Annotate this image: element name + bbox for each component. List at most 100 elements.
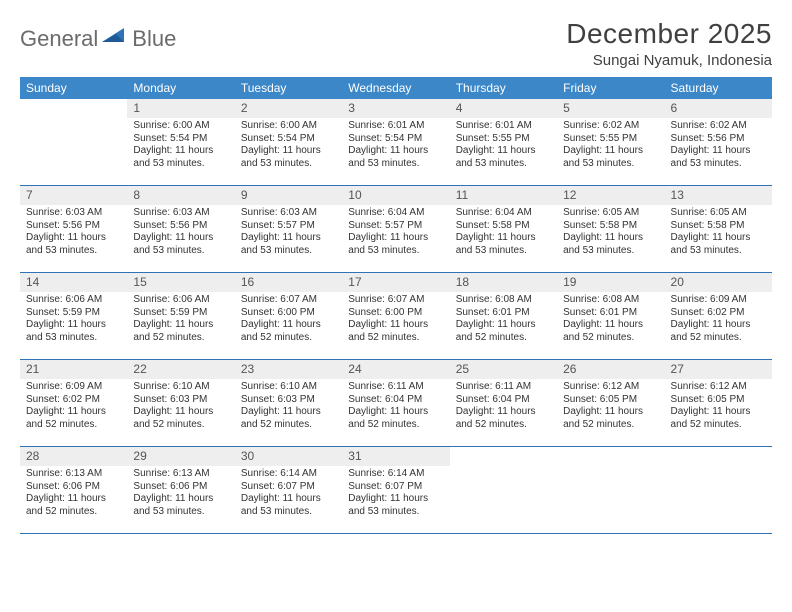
daylight2-text: and 52 minutes. xyxy=(456,332,551,345)
day-cell: 3Sunrise: 6:01 AMSunset: 5:54 PMDaylight… xyxy=(342,99,449,185)
daylight2-text: and 53 minutes. xyxy=(563,158,658,171)
day-cell: 24Sunrise: 6:11 AMSunset: 6:04 PMDayligh… xyxy=(342,360,449,446)
daylight1-text: Daylight: 11 hours xyxy=(133,319,228,332)
day-cell xyxy=(665,447,772,533)
daylight2-text: and 53 minutes. xyxy=(456,158,551,171)
day-cell: 13Sunrise: 6:05 AMSunset: 5:58 PMDayligh… xyxy=(665,186,772,272)
day-cell: 23Sunrise: 6:10 AMSunset: 6:03 PMDayligh… xyxy=(235,360,342,446)
day-body: Sunrise: 6:12 AMSunset: 6:05 PMDaylight:… xyxy=(557,379,664,435)
sunrise-text: Sunrise: 6:01 AM xyxy=(348,120,443,133)
sunset-text: Sunset: 6:02 PM xyxy=(26,394,121,407)
day-body: Sunrise: 6:02 AMSunset: 5:56 PMDaylight:… xyxy=(665,118,772,174)
sunrise-text: Sunrise: 6:07 AM xyxy=(241,294,336,307)
sunset-text: Sunset: 6:07 PM xyxy=(348,481,443,494)
day-cell: 5Sunrise: 6:02 AMSunset: 5:55 PMDaylight… xyxy=(557,99,664,185)
sunrise-text: Sunrise: 6:03 AM xyxy=(133,207,228,220)
day-body: Sunrise: 6:09 AMSunset: 6:02 PMDaylight:… xyxy=(20,379,127,435)
sunrise-text: Sunrise: 6:04 AM xyxy=(348,207,443,220)
day-body: Sunrise: 6:14 AMSunset: 6:07 PMDaylight:… xyxy=(342,466,449,522)
day-body: Sunrise: 6:07 AMSunset: 6:00 PMDaylight:… xyxy=(235,292,342,348)
sunrise-text: Sunrise: 6:10 AM xyxy=(133,381,228,394)
day-cell: 18Sunrise: 6:08 AMSunset: 6:01 PMDayligh… xyxy=(450,273,557,359)
day-cell: 25Sunrise: 6:11 AMSunset: 6:04 PMDayligh… xyxy=(450,360,557,446)
daylight2-text: and 52 minutes. xyxy=(348,332,443,345)
week-row: 7Sunrise: 6:03 AMSunset: 5:56 PMDaylight… xyxy=(20,186,772,273)
day-number: 23 xyxy=(235,360,342,379)
day-body: Sunrise: 6:11 AMSunset: 6:04 PMDaylight:… xyxy=(342,379,449,435)
daylight2-text: and 52 minutes. xyxy=(563,332,658,345)
day-number: 25 xyxy=(450,360,557,379)
day-number: 30 xyxy=(235,447,342,466)
sunset-text: Sunset: 6:00 PM xyxy=(348,307,443,320)
day-body: Sunrise: 6:06 AMSunset: 5:59 PMDaylight:… xyxy=(20,292,127,348)
weekday-header: Sunday xyxy=(20,77,127,99)
sunrise-text: Sunrise: 6:01 AM xyxy=(456,120,551,133)
day-cell: 20Sunrise: 6:09 AMSunset: 6:02 PMDayligh… xyxy=(665,273,772,359)
day-number: 29 xyxy=(127,447,234,466)
sunset-text: Sunset: 6:03 PM xyxy=(133,394,228,407)
sunset-text: Sunset: 6:05 PM xyxy=(563,394,658,407)
sunset-text: Sunset: 6:01 PM xyxy=(456,307,551,320)
sunrise-text: Sunrise: 6:14 AM xyxy=(241,468,336,481)
day-number: 4 xyxy=(450,99,557,118)
day-body: Sunrise: 6:13 AMSunset: 6:06 PMDaylight:… xyxy=(20,466,127,522)
day-cell: 6Sunrise: 6:02 AMSunset: 5:56 PMDaylight… xyxy=(665,99,772,185)
sunset-text: Sunset: 6:04 PM xyxy=(348,394,443,407)
sunset-text: Sunset: 5:59 PM xyxy=(133,307,228,320)
sunset-text: Sunset: 5:58 PM xyxy=(456,220,551,233)
week-row: 14Sunrise: 6:06 AMSunset: 5:59 PMDayligh… xyxy=(20,273,772,360)
daylight1-text: Daylight: 11 hours xyxy=(241,493,336,506)
sunset-text: Sunset: 5:55 PM xyxy=(456,133,551,146)
week-row: 1Sunrise: 6:00 AMSunset: 5:54 PMDaylight… xyxy=(20,99,772,186)
sunrise-text: Sunrise: 6:05 AM xyxy=(563,207,658,220)
daylight1-text: Daylight: 11 hours xyxy=(348,493,443,506)
daylight1-text: Daylight: 11 hours xyxy=(26,493,121,506)
day-cell: 15Sunrise: 6:06 AMSunset: 5:59 PMDayligh… xyxy=(127,273,234,359)
sunrise-text: Sunrise: 6:10 AM xyxy=(241,381,336,394)
day-body: Sunrise: 6:03 AMSunset: 5:57 PMDaylight:… xyxy=(235,205,342,261)
daylight2-text: and 53 minutes. xyxy=(671,245,766,258)
daylight1-text: Daylight: 11 hours xyxy=(241,145,336,158)
day-number: 28 xyxy=(20,447,127,466)
day-number: 19 xyxy=(557,273,664,292)
day-body: Sunrise: 6:00 AMSunset: 5:54 PMDaylight:… xyxy=(127,118,234,174)
day-number: 10 xyxy=(342,186,449,205)
weekday-header-row: Sunday Monday Tuesday Wednesday Thursday… xyxy=(20,77,772,99)
day-number: 26 xyxy=(557,360,664,379)
weekday-header: Tuesday xyxy=(235,77,342,99)
daylight1-text: Daylight: 11 hours xyxy=(671,232,766,245)
daylight1-text: Daylight: 11 hours xyxy=(133,493,228,506)
day-number: 17 xyxy=(342,273,449,292)
daylight1-text: Daylight: 11 hours xyxy=(671,145,766,158)
sunrise-text: Sunrise: 6:00 AM xyxy=(133,120,228,133)
day-cell xyxy=(450,447,557,533)
day-number: 20 xyxy=(665,273,772,292)
sunrise-text: Sunrise: 6:03 AM xyxy=(241,207,336,220)
daylight1-text: Daylight: 11 hours xyxy=(241,406,336,419)
day-body: Sunrise: 6:03 AMSunset: 5:56 PMDaylight:… xyxy=(20,205,127,261)
daylight1-text: Daylight: 11 hours xyxy=(563,406,658,419)
daylight1-text: Daylight: 11 hours xyxy=(671,406,766,419)
sunrise-text: Sunrise: 6:09 AM xyxy=(671,294,766,307)
weekday-header: Saturday xyxy=(665,77,772,99)
daylight2-text: and 53 minutes. xyxy=(348,245,443,258)
daylight1-text: Daylight: 11 hours xyxy=(348,406,443,419)
sunrise-text: Sunrise: 6:11 AM xyxy=(348,381,443,394)
day-number: 9 xyxy=(235,186,342,205)
sunrise-text: Sunrise: 6:08 AM xyxy=(563,294,658,307)
day-number: 31 xyxy=(342,447,449,466)
daylight1-text: Daylight: 11 hours xyxy=(26,319,121,332)
title-block: December 2025 Sungai Nyamuk, Indonesia xyxy=(566,18,772,69)
day-number: 12 xyxy=(557,186,664,205)
sunrise-text: Sunrise: 6:09 AM xyxy=(26,381,121,394)
calendar-grid: Sunday Monday Tuesday Wednesday Thursday… xyxy=(20,77,772,534)
brand-name-a: General xyxy=(20,26,98,52)
daylight1-text: Daylight: 11 hours xyxy=(563,319,658,332)
daylight1-text: Daylight: 11 hours xyxy=(456,232,551,245)
day-cell: 7Sunrise: 6:03 AMSunset: 5:56 PMDaylight… xyxy=(20,186,127,272)
sunset-text: Sunset: 6:00 PM xyxy=(241,307,336,320)
day-body: Sunrise: 6:08 AMSunset: 6:01 PMDaylight:… xyxy=(557,292,664,348)
sunrise-text: Sunrise: 6:12 AM xyxy=(563,381,658,394)
header-row: General Blue December 2025 Sungai Nyamuk… xyxy=(20,18,772,69)
sunset-text: Sunset: 5:56 PM xyxy=(26,220,121,233)
